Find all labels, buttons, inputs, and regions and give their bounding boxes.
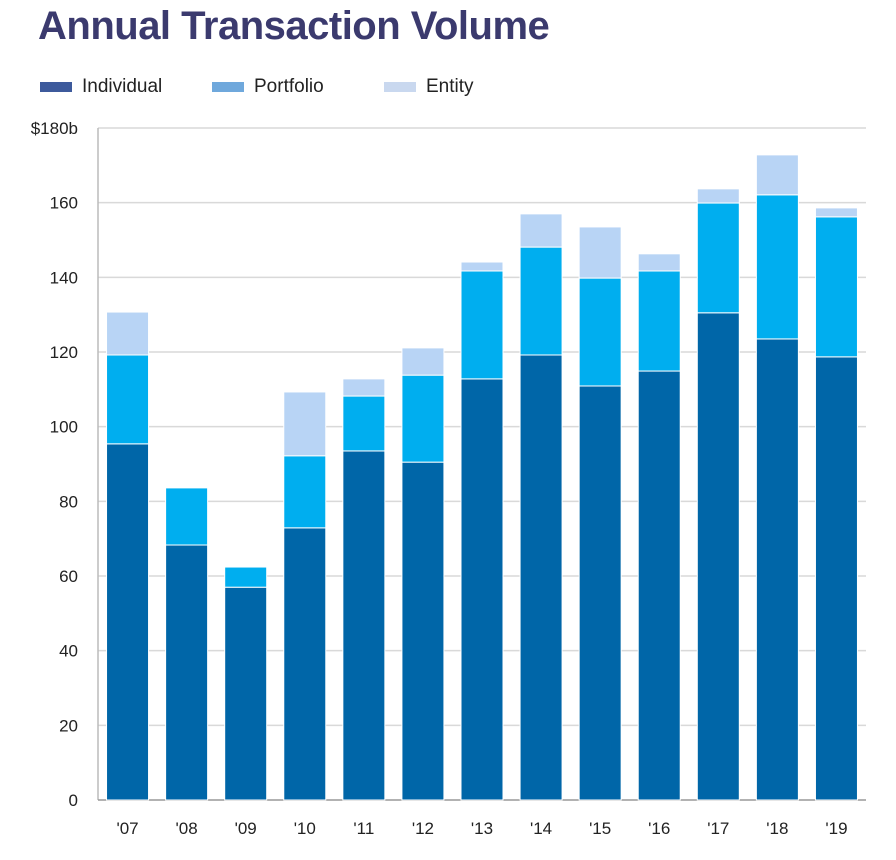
x-tick-label: '12 [412, 819, 434, 838]
bar-portfolio [755, 194, 799, 340]
bar-entity [578, 226, 622, 279]
x-tick-label: '13 [471, 819, 493, 838]
y-tick-label: 0 [69, 791, 78, 810]
x-tick-label: '14 [530, 819, 552, 838]
bar-individual [519, 354, 563, 801]
bar-entity [460, 261, 504, 272]
bar-individual [696, 312, 740, 801]
x-tick-label: '07 [116, 819, 138, 838]
y-tick-label: 140 [50, 268, 78, 287]
x-tick-label: '15 [589, 819, 611, 838]
legend-label: Entity [426, 76, 474, 97]
legend-swatch [40, 82, 72, 92]
bar-portfolio [578, 277, 622, 387]
bar-individual [814, 356, 858, 801]
x-tick-label: '11 [353, 819, 374, 838]
legend-item-entity: Entity [384, 76, 556, 98]
x-tick-label: '18 [766, 819, 788, 838]
x-tick-label: '17 [707, 819, 729, 838]
bar-entity [342, 378, 386, 397]
bar-portfolio [224, 566, 268, 588]
bar-portfolio [401, 374, 445, 463]
legend-label: Portfolio [254, 76, 324, 97]
bar-individual [224, 586, 268, 801]
bar-entity [755, 154, 799, 196]
bar-entity [696, 188, 740, 204]
bar-entity [401, 347, 445, 376]
legend-swatch [384, 82, 416, 92]
y-tick-label: 20 [59, 716, 78, 735]
x-tick-label: '16 [648, 819, 670, 838]
x-tick-label: '09 [235, 819, 257, 838]
y-tick-label: 60 [59, 567, 78, 586]
legend-item-individual: Individual [40, 76, 212, 98]
legend-item-portfolio: Portfolio [212, 76, 384, 98]
bar-individual [165, 544, 209, 801]
bar-individual [578, 385, 622, 801]
bar-portfolio [637, 270, 681, 372]
bar-portfolio [165, 487, 209, 546]
x-tick-label: '19 [825, 819, 847, 838]
x-tick-label: '10 [294, 819, 316, 838]
legend-swatch [212, 82, 244, 92]
y-tick-label: 80 [59, 492, 78, 511]
y-tick-label: $180b [31, 119, 78, 138]
legend: Individual Portfolio Entity [40, 76, 556, 98]
y-tick-label: 100 [50, 418, 78, 437]
bar-portfolio [342, 395, 386, 452]
bar-individual [106, 443, 150, 801]
bar-entity [283, 391, 327, 457]
bar-portfolio [696, 202, 740, 314]
bar-entity [814, 207, 858, 218]
bar-entity [106, 311, 150, 356]
bar-individual [460, 378, 504, 801]
bar-portfolio [106, 354, 150, 445]
bar-individual [401, 461, 445, 801]
legend-label: Individual [82, 76, 163, 97]
y-tick-label: 120 [50, 343, 78, 362]
chart-title: Annual Transaction Volume [38, 4, 550, 48]
bar-entity [519, 213, 563, 248]
x-tick-label: '08 [176, 819, 198, 838]
bar-individual [342, 450, 386, 801]
bar-portfolio [283, 455, 327, 529]
bar-entity [637, 253, 681, 272]
y-tick-label: 40 [59, 642, 78, 661]
bar-individual [283, 527, 327, 801]
bar-individual [637, 370, 681, 801]
y-tick-label: 160 [50, 194, 78, 213]
bar-individual [755, 338, 799, 801]
bar-portfolio [814, 216, 858, 358]
bar-portfolio [519, 246, 563, 356]
bar-portfolio [460, 270, 504, 380]
